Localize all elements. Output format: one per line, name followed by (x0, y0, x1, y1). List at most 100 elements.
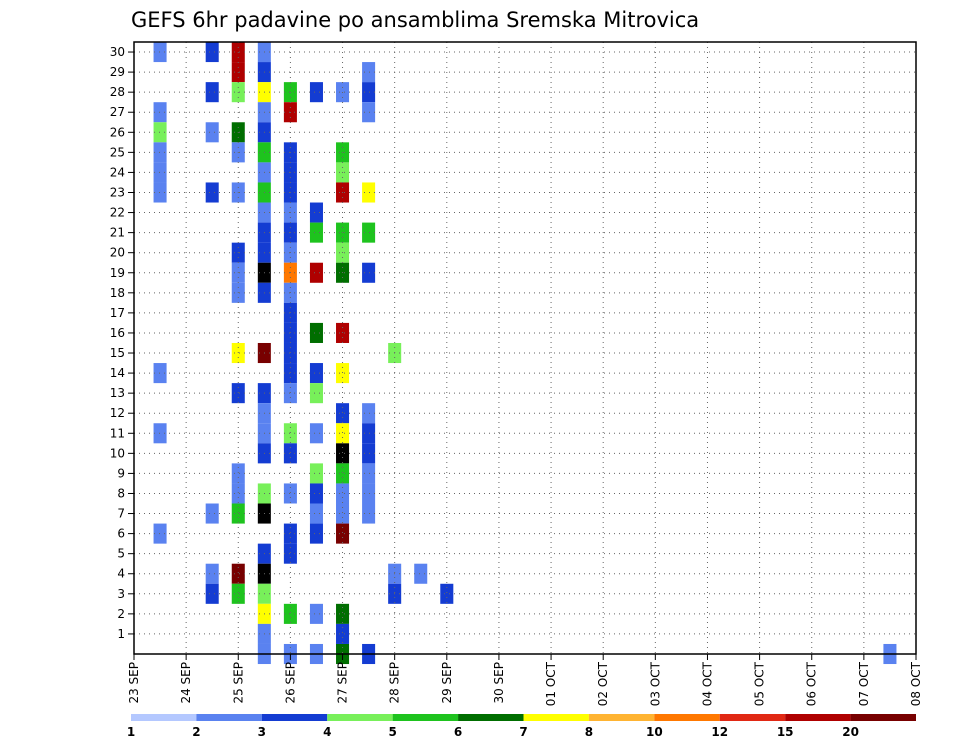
heatmap-cell (153, 122, 167, 143)
y-tick-label: 6 (117, 527, 125, 541)
colorbar-level-label: 20 (842, 725, 859, 739)
colorbar-level-label: 15 (777, 725, 794, 739)
heatmap-cell (336, 463, 350, 484)
heatmap-cell (336, 423, 350, 444)
heatmap-cell (153, 102, 167, 123)
heatmap-cell (362, 102, 376, 123)
x-tick-label: 27 SEP (336, 662, 350, 704)
colorbar-swatch (261, 714, 328, 721)
heatmap-cell (362, 423, 376, 444)
heatmap-cell (362, 82, 376, 103)
y-tick-label: 16 (110, 326, 125, 340)
x-tick-label: 06 OCT (805, 661, 819, 706)
y-tick-label: 21 (110, 226, 125, 240)
colorbar-level-label: 2 (192, 725, 200, 739)
heatmap-cell (414, 563, 428, 584)
heatmap-cell (153, 142, 167, 163)
y-tick-label: 11 (110, 426, 125, 440)
y-tick-label: 23 (110, 185, 125, 199)
x-tick-label: 01 OCT (544, 661, 558, 706)
colorbar-level-label: 8 (585, 725, 593, 739)
heatmap-cell (283, 523, 297, 544)
colorbar-level-label: 4 (323, 725, 331, 739)
colorbar-level-label: 3 (258, 725, 266, 739)
x-tick-label: 28 SEP (388, 662, 402, 704)
heatmap-cell (362, 62, 376, 83)
heatmap-cell (309, 423, 323, 444)
heatmap-cell (336, 503, 350, 524)
heatmap-cell (336, 443, 350, 464)
heatmap-cell (205, 122, 219, 143)
x-tick-label: 08 OCT (909, 661, 923, 706)
y-tick-label: 8 (117, 486, 125, 500)
heatmap-cell (362, 222, 376, 243)
y-tick-label: 26 (110, 125, 125, 139)
x-tick-label: 07 OCT (857, 661, 871, 706)
heatmap-cell (336, 363, 350, 384)
heatmap-cells (153, 42, 897, 665)
heatmap-cell (336, 603, 350, 624)
heatmap-cell (309, 82, 323, 103)
y-tick-label: 10 (110, 446, 125, 460)
heatmap-cell (231, 503, 245, 524)
y-tick-label: 25 (110, 145, 125, 159)
heatmap-cell (362, 503, 376, 524)
heatmap-cell (153, 363, 167, 384)
heatmap-cell (205, 503, 219, 524)
heatmap-cell (283, 603, 297, 624)
heatmap-cell (283, 342, 297, 364)
y-tick-label: 9 (117, 466, 125, 480)
heatmap-cell (205, 563, 219, 584)
heatmap-cell (309, 523, 323, 544)
heatmap-cell (309, 363, 323, 384)
x-tick-label: 30 SEP (492, 662, 506, 704)
heatmap-cell (153, 182, 167, 203)
heatmap-cell (231, 463, 245, 484)
heatmap-cell (362, 463, 376, 484)
heatmap-cell (309, 262, 323, 283)
y-tick-label: 30 (110, 45, 125, 59)
heatmap-cell (283, 383, 297, 404)
colorbar-swatch (392, 714, 459, 721)
x-tick-label: 24 SEP (179, 662, 193, 704)
heatmap-cell (336, 483, 350, 504)
x-tick-label: 29 SEP (440, 662, 454, 704)
y-tick-label: 5 (117, 547, 125, 561)
gridlines (134, 42, 916, 654)
y-tick-label: 3 (117, 587, 125, 601)
x-tick-label: 05 OCT (753, 661, 767, 706)
heatmap-cell (231, 342, 245, 364)
y-tick-label: 12 (110, 406, 125, 420)
heatmap-cell (309, 483, 323, 504)
x-tick-label: 03 OCT (648, 661, 662, 706)
y-tick-label: 18 (110, 286, 125, 300)
heatmap-cell (309, 463, 323, 484)
x-axis: 23 SEP 24 SEP 25 SEP 26 SEP 27 SEP 28 SEP 29 S… (127, 654, 923, 706)
colorbar-level-label: 6 (454, 725, 462, 739)
colorbar: 1 2 3 4 5 6 7 8 10 12 15 20 (127, 714, 916, 739)
y-tick-label: 14 (110, 366, 125, 380)
y-tick-label: 29 (110, 65, 125, 79)
y-tick-label: 24 (110, 165, 125, 179)
heatmap-cell (309, 383, 323, 404)
y-tick-label: 2 (117, 607, 125, 621)
colorbar-swatch (458, 714, 524, 721)
y-tick-label: 1 (117, 627, 125, 641)
x-tick-label: 26 SEP (283, 662, 297, 704)
heatmap-cell (283, 483, 297, 504)
y-tick-label: 15 (110, 346, 125, 360)
heatmap-cell (309, 503, 323, 524)
heatmap-cell (153, 423, 167, 444)
y-tick-label: 13 (110, 386, 125, 400)
heatmap-cell (309, 222, 323, 243)
y-tick-label: 28 (110, 85, 125, 99)
heatmap-cell (336, 403, 350, 424)
colorbar-swatch (850, 714, 916, 721)
colorbar-level-label: 12 (711, 725, 728, 739)
colorbar-level-label: 1 (127, 725, 135, 739)
colorbar-swatch (719, 714, 786, 721)
heatmap-cell (231, 583, 245, 604)
heatmap-cell (205, 583, 219, 604)
y-tick-label: 4 (117, 567, 125, 581)
